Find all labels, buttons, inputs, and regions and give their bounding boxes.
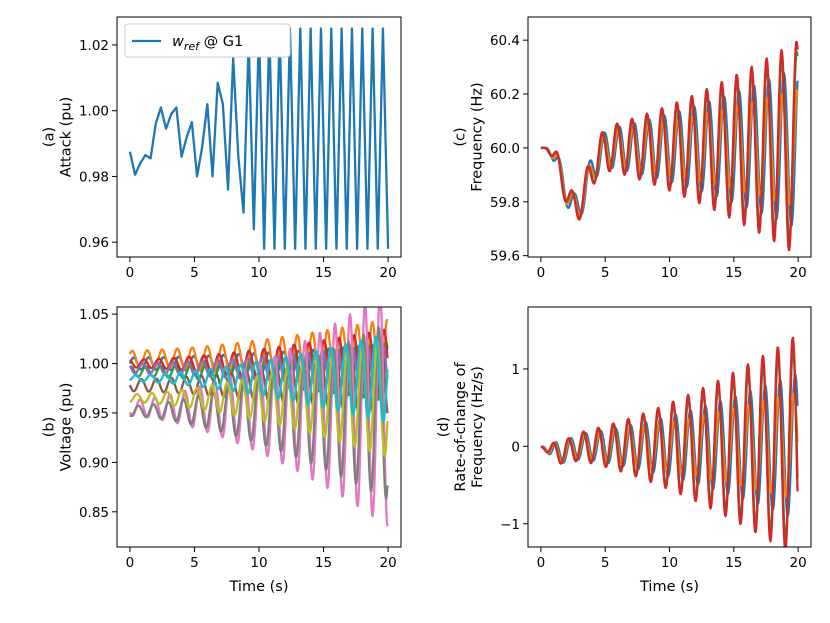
y-axis-label-line: (c) [453,127,469,146]
x-tick-label: 5 [190,555,199,571]
y-tick-label: 59.6 [490,249,520,265]
series-line-d-4 [540,336,799,547]
legend: wref @ G1 [124,23,291,58]
panel-b-voltage: 0 5 10 15 20 0.85 0.90 0.95 1.00 1.05 (b)Voltage (… [42,306,402,595]
axes-frame [527,16,812,258]
plot-lines [540,40,799,252]
series-line-c-4 [540,40,799,252]
y-axis-label-line: Voltage (pu) [59,383,75,472]
x-tick-label: 10 [250,555,267,571]
panel-c-frequency: 0 5 10 15 20 59.6 59.8 60.0 60.2 60.4 (c)Frequency… [453,16,812,281]
x-tick-label: 15 [315,555,332,571]
y-axis-label-line: Rate-of-change of [453,362,469,492]
series-line-b-7 [128,307,389,527]
legend-entry: wref @ G1 [172,34,243,53]
y-tick-label: 60.2 [490,87,520,103]
series-line-b-8 [129,326,389,501]
y-tick-label: 0.90 [79,455,109,471]
panel-a-attack: 0 5 10 15 20 0.96 0.98 1.00 1.02 (a)Attack (pu) wr… [42,16,402,281]
y-axis-label: (c)Frequency (Hz) [453,82,486,191]
y-axis-label: (b)Voltage (pu) [42,383,75,472]
x-tick-label: 0 [537,555,546,571]
y-tick-label: 60.4 [490,33,520,49]
plot-lines [128,27,390,250]
series-line-a-1 [128,27,390,250]
x-tick-label: 15 [725,555,742,571]
x-tick-label: 0 [126,265,135,281]
x-tick-label: 5 [601,555,610,571]
y-axis-label-line: Attack (pu) [59,97,75,178]
x-tick-label: 5 [190,265,199,281]
x-tick-label: 15 [315,265,332,281]
y-axis-label-line: Frequency (Hz) [470,82,486,191]
x-tick-label: 0 [126,555,135,571]
y-tick-label: 60.0 [490,141,520,157]
x-tick-label: 10 [661,265,678,281]
y-tick-label: −1 [500,517,520,533]
plot-lines [128,307,389,527]
x-tick-label: 15 [725,265,742,281]
y-tick-label: 1.02 [79,38,109,54]
y-axis-label-line: (a) [42,127,58,147]
x-axis-label: Time (s) [639,579,699,595]
x-axis-label: Time (s) [229,579,289,595]
y-axis-label-line: (d) [436,417,452,438]
y-axis-label-line: (b) [42,417,58,438]
series-line-b-10 [129,335,389,423]
y-tick-label: 1 [511,362,520,378]
x-tick-label: 20 [790,265,807,281]
plot-lines [540,336,799,547]
y-tick-label: 59.8 [490,195,520,211]
y-tick-label: 1.00 [79,357,109,373]
y-tick-label: 0 [511,439,520,455]
y-axis-label: (a)Attack (pu) [42,97,75,178]
y-axis-label-line: Frequency (Hz/s) [470,366,486,488]
x-tick-label: 0 [537,265,546,281]
y-tick-label: 1.05 [79,307,109,323]
legend-subscript: ref [184,40,201,53]
y-tick-label: 0.85 [79,505,109,521]
y-tick-label: 0.95 [79,406,109,422]
legend-box [124,23,291,58]
x-tick-label: 10 [661,555,678,571]
legend-symbol: w [172,34,184,50]
y-tick-label: 0.98 [79,169,109,185]
x-tick-label: 20 [379,555,396,571]
y-tick-label: 0.96 [79,235,109,251]
series-line-c-1 [540,72,799,227]
panel-d-rocof: 0 5 10 15 20 −1 0 1 (d)Rate-of-change ofFrequenc… [436,306,812,595]
x-tick-label: 10 [250,265,267,281]
x-tick-label: 20 [790,555,807,571]
legend-suffix: @ G1 [199,34,243,50]
x-tick-label: 20 [379,265,396,281]
y-axis-label: (d)Rate-of-change ofFrequency (Hz/s) [436,362,486,492]
y-tick-label: 1.00 [79,104,109,120]
x-tick-label: 5 [601,265,610,281]
